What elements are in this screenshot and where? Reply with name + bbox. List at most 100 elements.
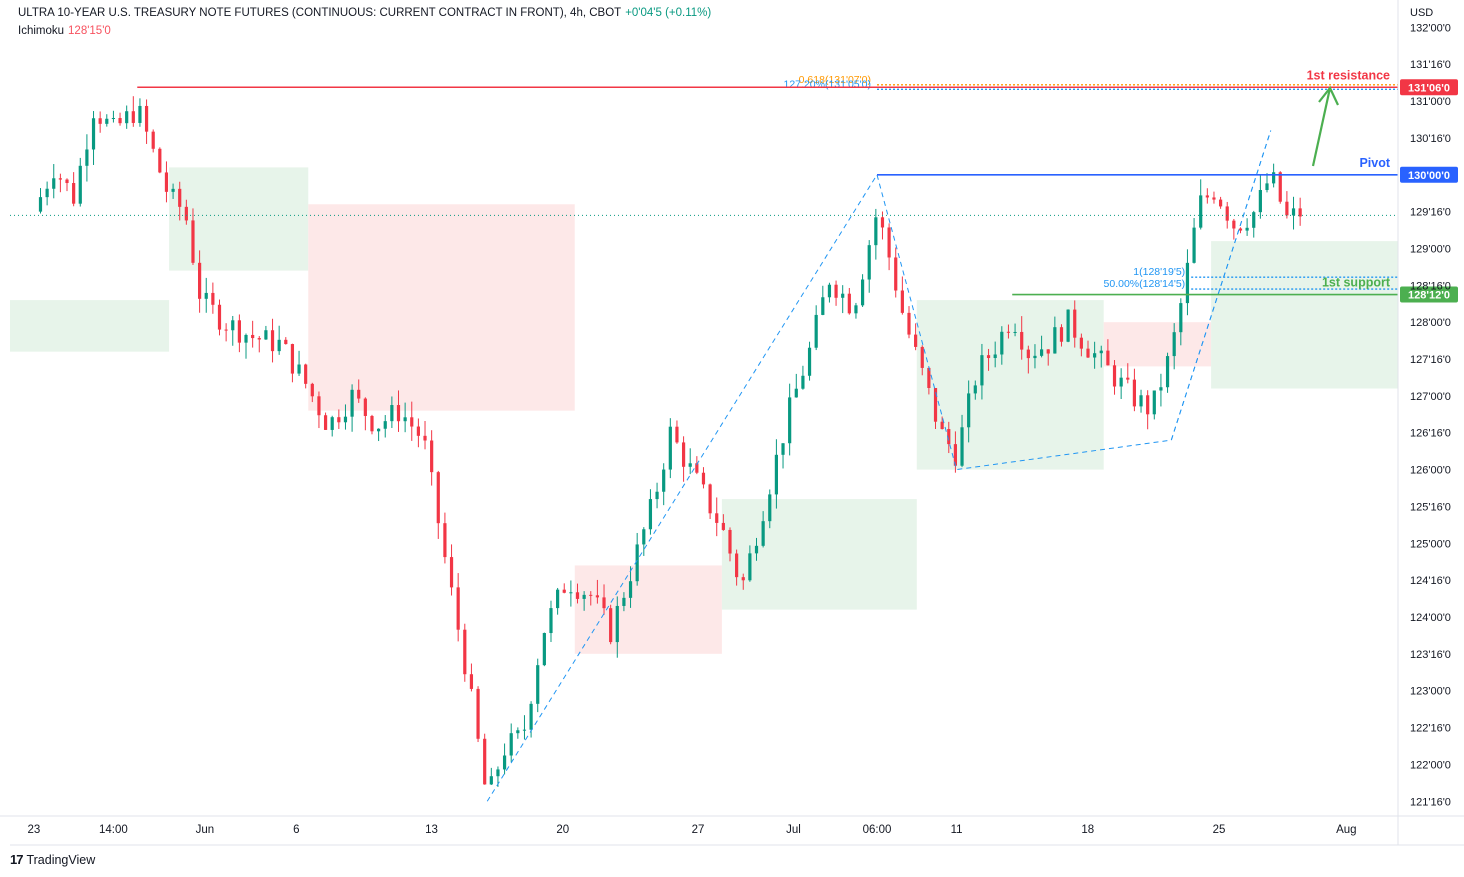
candle-body (91, 118, 96, 150)
tradingview-brand[interactable]: 17 TradingView (10, 852, 95, 867)
candle-body (423, 435, 427, 441)
candle-body (277, 339, 281, 352)
candle-body (304, 364, 308, 384)
candle-body (171, 188, 175, 192)
candle-body (204, 292, 208, 299)
candle-body (575, 592, 580, 599)
candle-body (549, 608, 553, 634)
candle-body (1291, 208, 1296, 216)
fib-label-3: 50.00%(128'14'5) (1104, 278, 1186, 290)
candle-body (967, 393, 971, 428)
candle-body (602, 597, 606, 609)
candle-body (821, 297, 825, 315)
ichimoku-cloud (10, 167, 1398, 654)
candle-body (416, 426, 420, 436)
candle-body (1086, 348, 1090, 358)
candle-body (1152, 390, 1156, 415)
candle-body (496, 769, 500, 777)
candle-body (1245, 227, 1249, 231)
symbol-title[interactable]: ULTRA 10-YEAR U.S. TREASURY NOTE FUTURES… (18, 7, 622, 19)
candle-body (138, 105, 142, 123)
candle-body (536, 665, 540, 704)
candle-body (953, 444, 958, 466)
candle-body (1225, 206, 1229, 221)
candle-body (323, 415, 328, 430)
candle-body (144, 105, 149, 132)
candle-body (476, 688, 480, 739)
indicator-name[interactable]: Ichimoku (18, 25, 65, 37)
candle-body (761, 521, 765, 546)
candle-body (502, 755, 507, 770)
candle-body (635, 544, 639, 582)
candle-body (111, 118, 116, 120)
x-tick-label-7: Jul (786, 824, 801, 836)
candle-body (781, 443, 785, 455)
candle-body (158, 148, 162, 173)
currency-label[interactable]: USD (1410, 7, 1434, 19)
candle-body (184, 206, 188, 221)
candle-body (993, 354, 997, 359)
candle-body (542, 633, 546, 666)
price-change: +0'04'5 (+0.11%) (625, 7, 712, 19)
y-tick-label-13: 125'00'0 (1410, 538, 1451, 550)
x-tick-label-10: 18 (1081, 824, 1094, 836)
candle-body (628, 581, 633, 598)
key-levels: 1st resistance 131'06'0 Pivot 130'00'0 1st s… (10, 68, 1458, 303)
cloud-segment-7 (1211, 241, 1398, 389)
candle-body (65, 179, 69, 184)
candle-body (516, 730, 520, 734)
fib-label-2: 1(128'19'5) (1133, 266, 1185, 278)
x-tick-label-1: 14:00 (99, 824, 128, 836)
candle-body (774, 454, 778, 495)
candle-body (986, 355, 991, 359)
y-tick-label-11: 126'00'0 (1410, 465, 1451, 477)
candle-body (370, 415, 374, 432)
y-tick-label-2: 131'00'0 (1410, 96, 1451, 108)
indicator-legend[interactable]: Ichimoku 128'15'0 (18, 25, 111, 37)
x-tick-label-0: 23 (27, 824, 40, 836)
candle-body (224, 329, 228, 331)
candle-body (178, 188, 182, 207)
candle-body (1298, 208, 1302, 217)
candle-body (264, 330, 268, 340)
candle-body (251, 334, 255, 339)
fib-label-1: 127.20%(131'05'0) (784, 78, 872, 90)
candle-body (794, 388, 798, 398)
candle-body (894, 257, 898, 291)
swing-zigzag (486, 130, 1272, 802)
candle-body (721, 522, 725, 530)
candle-body (1179, 303, 1183, 333)
level-price-tag-2 (1400, 286, 1458, 303)
candle-body (430, 440, 434, 473)
candle-body (1238, 228, 1243, 231)
candle-body (237, 320, 241, 343)
candle-body (900, 290, 904, 313)
candle-body (151, 131, 155, 149)
level-name-2: 1st support (1322, 276, 1391, 290)
candle-body (1212, 197, 1216, 200)
candle-body (78, 165, 82, 204)
candle-body (317, 396, 321, 416)
candle-body (337, 417, 341, 423)
candle-body (164, 172, 169, 192)
y-tick-label-19: 122'00'0 (1410, 759, 1451, 771)
level-price-label-2: 128'12'0 (1408, 290, 1450, 302)
candle-body (841, 293, 845, 298)
candle-body (85, 149, 89, 166)
candle-body (350, 389, 354, 417)
candle-body (1033, 355, 1037, 359)
candle-body (1039, 349, 1044, 356)
candle-body (1000, 331, 1004, 355)
candle-body (1073, 309, 1077, 338)
candle-body (191, 220, 195, 263)
candle-body (449, 557, 454, 588)
candle-body (1232, 220, 1236, 229)
candle-body (72, 183, 76, 204)
candle-body (330, 417, 334, 430)
candle-body (556, 589, 560, 609)
candle-body (1119, 377, 1123, 387)
candle-body (1066, 309, 1070, 342)
candle-body (483, 738, 487, 785)
